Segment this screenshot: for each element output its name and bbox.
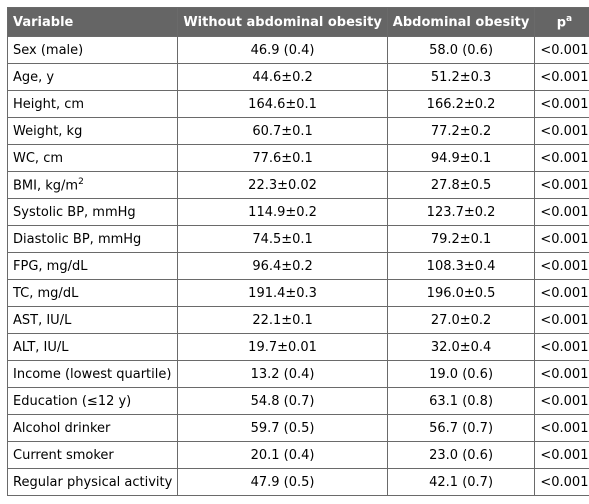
table-cell: 94.9±0.1 — [386, 144, 536, 172]
table-cell: <0.001 — [534, 468, 589, 496]
table-cell: <0.001 — [534, 225, 589, 253]
table-cell: Weight, kg — [6, 117, 179, 145]
table-row: Regular physical activity 47.9 (0.5) 42.1 … — [6, 468, 589, 496]
table-cell: 42.1 (0.7) — [386, 468, 536, 496]
table-cell: 63.1 (0.8) — [386, 387, 536, 415]
table-cell: 59.7 (0.5) — [177, 414, 388, 442]
table-cell: WC, cm — [6, 144, 179, 172]
table-cell: <0.001 — [534, 198, 589, 226]
table-cell: 108.3±0.4 — [386, 252, 536, 280]
header-cell: pa — [534, 7, 589, 37]
table-cell: <0.001 — [534, 117, 589, 145]
table-cell: 22.3±0.02 — [177, 171, 388, 199]
table-cell: <0.001 — [534, 360, 589, 388]
table-cell: AST, IU/L — [6, 306, 179, 334]
table-row: TC, mg/dL 191.4±0.3 196.0±0.5 <0.001 — [6, 279, 589, 307]
header-cell: Variable — [6, 7, 179, 37]
table-cell: <0.001 — [534, 144, 589, 172]
table-row: Age, y 44.6±0.2 51.2±0.3 <0.001 — [6, 63, 589, 91]
table-row: Height, cm 164.6±0.1 166.2±0.2 <0.001 — [6, 90, 589, 118]
table-cell: <0.001 — [534, 36, 589, 64]
table-row: WC, cm 77.6±0.1 94.9±0.1 <0.001 — [6, 144, 589, 172]
table-cell: 27.0±0.2 — [386, 306, 536, 334]
table-cell: 60.7±0.1 — [177, 117, 388, 145]
table-cell: Sex (male) — [6, 36, 179, 64]
table-cell: <0.001 — [534, 387, 589, 415]
table-row: Sex (male) 46.9 (0.4) 58.0 (0.6) <0.001 — [6, 36, 589, 64]
table-cell: 196.0±0.5 — [386, 279, 536, 307]
table-cell: <0.001 — [534, 414, 589, 442]
table-cell: 46.9 (0.4) — [177, 36, 388, 64]
superscript: a — [566, 13, 573, 24]
cell-text: p — [556, 15, 567, 31]
table-cell: 166.2±0.2 — [386, 90, 536, 118]
table-cell: 114.9±0.2 — [177, 198, 388, 226]
table-cell: Diastolic BP, mmHg — [6, 225, 179, 253]
header-row: Variable Without abdominal obesity Abdomin… — [6, 7, 589, 37]
table-cell: 191.4±0.3 — [177, 279, 388, 307]
table-cell: <0.001 — [534, 63, 589, 91]
table-cell: 20.1 (0.4) — [177, 441, 388, 469]
table-cell: 27.8±0.5 — [386, 171, 536, 199]
table-cell: 74.5±0.1 — [177, 225, 388, 253]
table-cell: Education (≤12 y) — [6, 387, 179, 415]
table-cell: 19.0 (0.6) — [386, 360, 536, 388]
table-cell: Height, cm — [6, 90, 179, 118]
table-row: Income (lowest quartile) 13.2 (0.4) 19.0 (… — [6, 360, 589, 388]
table-cell: 123.7±0.2 — [386, 198, 536, 226]
cell-text: BMI, kg/m — [13, 178, 79, 194]
table-cell: <0.001 — [534, 279, 589, 307]
table-cell: 32.0±0.4 — [386, 333, 536, 361]
table-cell: Income (lowest quartile) — [6, 360, 179, 388]
table-cell: <0.001 — [534, 252, 589, 280]
table-cell: 13.2 (0.4) — [177, 360, 388, 388]
table-cell: 96.4±0.2 — [177, 252, 388, 280]
table-cell: 22.1±0.1 — [177, 306, 388, 334]
table-cell: 77.2±0.2 — [386, 117, 536, 145]
table-row: Education (≤12 y) 54.8 (0.7) 63.1 (0.8) <0.… — [6, 387, 589, 415]
table-cell: 164.6±0.1 — [177, 90, 388, 118]
table-row: ALT, IU/L 19.7±0.01 32.0±0.4 <0.001 — [6, 333, 589, 361]
superscript: 2 — [78, 176, 84, 187]
header-cell: Abdominal obesity — [386, 7, 536, 37]
data-table: Variable Without abdominal obesity Abdomin… — [6, 7, 589, 496]
table-row: Weight, kg 60.7±0.1 77.2±0.2 <0.001 — [6, 117, 589, 145]
table-row: Alcohol drinker 59.7 (0.5) 56.7 (0.7) <0.00… — [6, 414, 589, 442]
table-cell: 44.6±0.2 — [177, 63, 388, 91]
table-cell: 54.8 (0.7) — [177, 387, 388, 415]
table-cell: Systolic BP, mmHg — [6, 198, 179, 226]
table-cell: 51.2±0.3 — [386, 63, 536, 91]
table-cell: ALT, IU/L — [6, 333, 179, 361]
table-cell: 56.7 (0.7) — [386, 414, 536, 442]
table-row: BMI, kg/m2 22.3±0.02 27.8±0.5 <0.001 — [6, 171, 589, 199]
table-cell: <0.001 — [534, 306, 589, 334]
table-row: AST, IU/L 22.1±0.1 27.0±0.2 <0.001 — [6, 306, 589, 334]
table-cell: <0.001 — [534, 90, 589, 118]
table-row: Diastolic BP, mmHg 74.5±0.1 79.2±0.1 <0.001 — [6, 225, 589, 253]
table-cell: <0.001 — [534, 333, 589, 361]
table-cell: TC, mg/dL — [6, 279, 179, 307]
table-cell: 79.2±0.1 — [386, 225, 536, 253]
table-row: Current smoker 20.1 (0.4) 23.0 (0.6) <0.001 — [6, 441, 589, 469]
table-cell: <0.001 — [534, 171, 589, 199]
table-cell: 77.6±0.1 — [177, 144, 388, 172]
table-cell: <0.001 — [534, 441, 589, 469]
table-row: Systolic BP, mmHg 114.9±0.2 123.7±0.2 <0.00… — [6, 198, 589, 226]
header-cell: Without abdominal obesity — [177, 7, 388, 37]
table-cell: BMI, kg/m2 — [6, 171, 179, 199]
table-row: FPG, mg/dL 96.4±0.2 108.3±0.4 <0.001 — [6, 252, 589, 280]
table-cell: 23.0 (0.6) — [386, 441, 536, 469]
table-cell: 47.9 (0.5) — [177, 468, 388, 496]
table-cell: 19.7±0.01 — [177, 333, 388, 361]
table-cell: Regular physical activity — [6, 468, 179, 496]
table-cell: FPG, mg/dL — [6, 252, 179, 280]
table-cell: Alcohol drinker — [6, 414, 179, 442]
table-cell: 58.0 (0.6) — [386, 36, 536, 64]
table-cell: Age, y — [6, 63, 179, 91]
table-cell: Current smoker — [6, 441, 179, 469]
